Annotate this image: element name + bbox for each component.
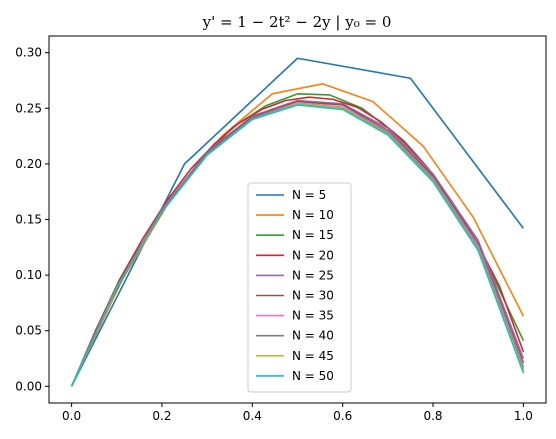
y-tick-label: 0.05 <box>15 324 42 338</box>
y-tick-label: 0.10 <box>15 268 42 282</box>
y-tick-label: 0.30 <box>15 46 42 60</box>
x-tick-label: 0.6 <box>333 409 352 423</box>
x-tick-label: 0.0 <box>62 409 81 423</box>
y-tick-label: 0.15 <box>15 213 42 227</box>
y-tick-label: 0.25 <box>15 101 42 115</box>
series-line-10 <box>70 104 525 387</box>
y-axis: 0.00 0.05 0.10 0.15 0.20 0.25 0.30 <box>15 46 49 393</box>
x-tick-label: 1.0 <box>514 409 533 423</box>
legend-entry-label: N = 50 <box>292 369 334 383</box>
plot-area <box>70 57 525 387</box>
legend-entry-label: N = 35 <box>292 309 334 323</box>
x-tick-label: 0.2 <box>152 409 171 423</box>
legend-entry-label: N = 45 <box>292 349 334 363</box>
x-tick-label: 0.4 <box>243 409 262 423</box>
x-tick-label: 0.8 <box>423 409 442 423</box>
series-line-2 <box>70 83 525 387</box>
x-axis: 0.0 0.2 0.4 0.6 0.8 1.0 <box>62 403 533 423</box>
legend-entry-label: N = 15 <box>292 228 334 242</box>
y-tick-label: 0.00 <box>15 379 42 393</box>
legend: N = 5 N = 10 N = 15 N = 20 N = 25 N = 30 N = 3… <box>247 182 352 393</box>
legend-entry-label: N = 40 <box>292 329 334 343</box>
y-tick-label: 0.20 <box>15 157 42 171</box>
legend-entry-label: N = 20 <box>292 248 334 262</box>
legend-entry-label: N = 30 <box>292 289 334 303</box>
legend-entry-label: N = 25 <box>292 268 334 282</box>
legend-entry-label: N = 10 <box>292 208 334 222</box>
legend-entry-label: N = 5 <box>292 188 326 202</box>
chart-title: y' = 1 − 2t² − 2y | y₀ = 0 <box>202 13 392 31</box>
